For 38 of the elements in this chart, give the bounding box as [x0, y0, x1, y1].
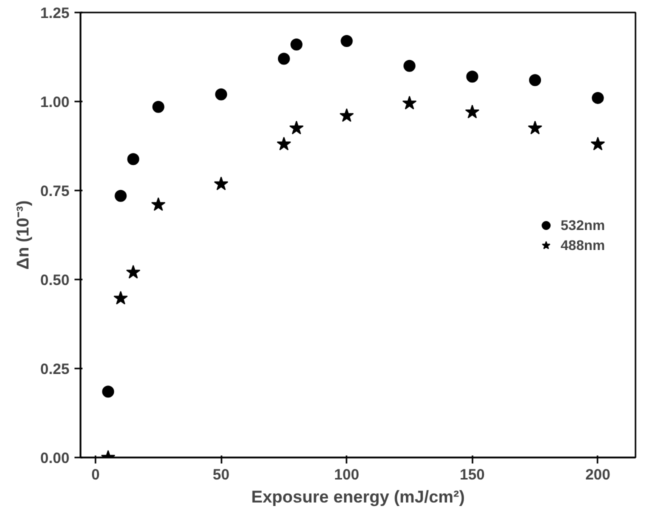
point	[592, 92, 604, 104]
point	[214, 176, 228, 190]
x-axis-title: Exposure energy (mJ/cm²)	[251, 488, 465, 506]
x-tick-label: 100	[334, 466, 360, 484]
point	[114, 190, 127, 202]
point	[340, 34, 353, 47]
point	[102, 386, 114, 398]
point	[403, 60, 416, 72]
point	[529, 74, 542, 86]
legend-label: 488nm	[560, 236, 605, 252]
y-axis-title: Δn (10⁻³)	[13, 200, 32, 270]
point	[290, 38, 302, 51]
x-tick-label: 0	[91, 466, 100, 484]
point	[278, 52, 290, 65]
point	[126, 264, 140, 279]
y-tick-label: 1.00	[40, 94, 70, 111]
point	[340, 108, 354, 122]
x-tick-label: 200	[585, 466, 610, 484]
point	[528, 120, 542, 134]
point	[151, 197, 166, 211]
point	[466, 70, 478, 83]
x-tick-label: 150	[460, 466, 485, 484]
point	[276, 136, 292, 150]
point	[590, 136, 605, 150]
y-tick-label: 0.00	[40, 450, 70, 467]
point	[402, 96, 417, 110]
point	[114, 290, 128, 305]
y-tick-label: 0.50	[40, 272, 70, 289]
legend-label: 532nm	[560, 216, 605, 232]
y-tick-label: 0.75	[40, 183, 70, 200]
point	[215, 88, 228, 100]
y-tick-label: 0.25	[40, 361, 70, 378]
x-tick-label: 50	[212, 466, 230, 484]
point	[465, 104, 480, 118]
point	[152, 100, 164, 113]
point	[289, 120, 304, 134]
y-tick-label: 1.25	[40, 5, 70, 22]
point	[127, 153, 140, 166]
